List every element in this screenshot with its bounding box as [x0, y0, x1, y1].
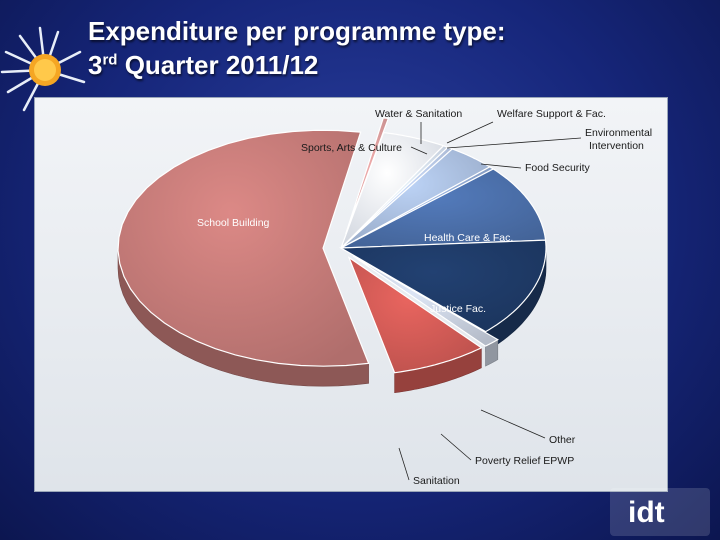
idt-logo: idt	[610, 488, 710, 536]
slice-label-food-security: Food Security	[525, 162, 591, 174]
title-line-2: 3rd Quarter 2011/12	[88, 50, 319, 80]
pie-chart: School Building Water & Sanitation Welfare…	[117, 108, 652, 487]
slice-label-water-and-sanitation: Water & Sanitation	[375, 108, 462, 120]
pie-slice-environmental-intervention	[340, 148, 491, 249]
slice-label-justice-fac: Justice Fac.	[430, 303, 486, 315]
chart-panel: School Building Water & Sanitation Welfare…	[34, 97, 668, 492]
pie-slice-health-care-and-fac	[340, 168, 547, 249]
pie-slice-top	[352, 255, 499, 347]
idt-logo-text: idt	[628, 496, 665, 529]
slice-label-sports-arts-and-culture: Sports, Arts & Culture	[301, 142, 402, 154]
slice-label-health-care-and-fac: Health Care & Fac.	[424, 232, 513, 244]
slice-label-environmental-intervention: Environmental Intervention	[585, 127, 652, 152]
pie-slice-sanitation	[117, 129, 370, 387]
leader-line-welfare-support-and-fac	[446, 121, 494, 144]
pie-slice-top	[347, 256, 483, 374]
leader-line-other	[480, 409, 546, 439]
leader-line-environmental-intervention	[446, 137, 582, 149]
pie-slice-water-and-sanitation	[340, 131, 445, 249]
pie-slice-other	[352, 255, 499, 367]
leader-line-food-security	[480, 163, 522, 169]
slice-label-sanitation: Sanitation	[413, 475, 460, 487]
leader-line-sanitation	[398, 447, 410, 481]
slice-label-other: Other	[549, 434, 576, 446]
pie-slice-poverty-relief-epwp	[347, 256, 483, 394]
pie-slice-top	[340, 148, 491, 249]
pie-slice-top	[117, 129, 370, 367]
pie-slice-top	[340, 168, 547, 249]
slide-title: Expenditure per programme type: 3rd Quar…	[88, 14, 506, 82]
slice-label-welfare-support-and-fac: Welfare Support & Fac.	[497, 108, 606, 120]
title-line-1: Expenditure per programme type:	[88, 16, 506, 46]
sun-logo-icon	[0, 26, 86, 112]
slice-label-school-building: School Building	[197, 217, 270, 229]
pie-slice-top	[338, 239, 547, 333]
leader-line-sports-arts-and-culture	[410, 146, 428, 155]
slice-label-poverty-relief-epwp: Poverty Relief EPWP	[475, 455, 574, 467]
pie-slice-top	[340, 131, 445, 249]
leader-line-poverty-relief-epwp	[440, 433, 472, 461]
